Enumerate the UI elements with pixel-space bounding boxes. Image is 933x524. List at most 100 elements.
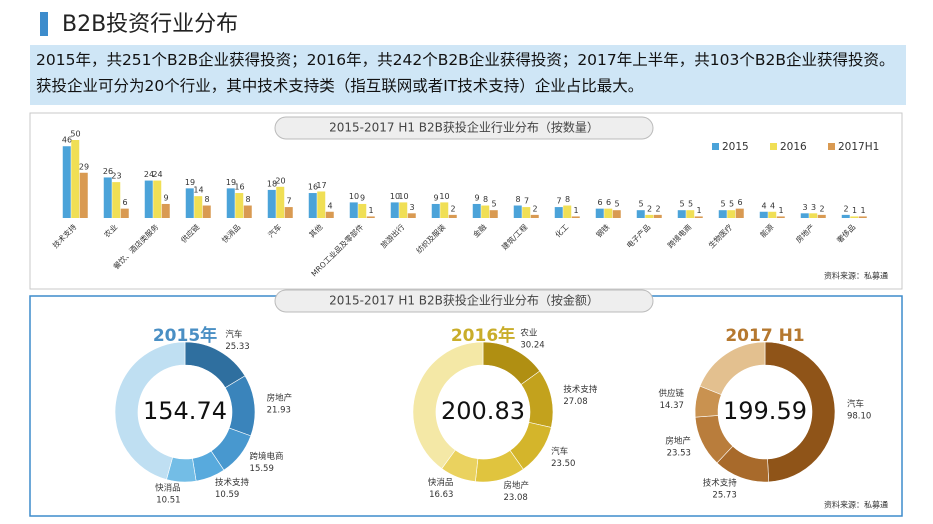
x-tick-label: 奢侈品	[834, 222, 857, 245]
segment-value: 25.73	[712, 490, 736, 500]
bar	[554, 207, 563, 218]
donut-hole	[138, 365, 232, 459]
bar	[349, 202, 358, 218]
data-label: 24	[152, 170, 162, 179]
bar	[226, 188, 235, 218]
x-tick-label: 电子产品	[624, 222, 652, 250]
bar	[308, 193, 317, 218]
x-tick-label: 农业	[102, 221, 120, 239]
bar	[235, 193, 244, 218]
bar	[858, 216, 867, 218]
bar	[243, 205, 252, 218]
bar	[595, 208, 604, 218]
bar	[653, 214, 662, 218]
bar	[194, 196, 203, 218]
data-label: 23	[111, 172, 121, 181]
data-label: 50	[70, 130, 80, 139]
donut-hole	[718, 365, 812, 459]
bar	[841, 214, 850, 218]
bar	[62, 146, 71, 218]
bar	[489, 210, 498, 218]
legend-swatch	[828, 143, 835, 150]
bar	[694, 216, 703, 218]
data-label: 2	[819, 204, 824, 213]
segment-value: 21.93	[267, 406, 291, 416]
data-label: 2	[843, 204, 848, 213]
segment-label: 房地产	[665, 436, 691, 447]
data-label: 5	[729, 200, 734, 209]
bar	[809, 213, 818, 218]
bar	[390, 202, 399, 218]
segment-label: 农业	[520, 328, 537, 339]
bar	[103, 177, 112, 218]
bar	[431, 203, 440, 218]
donut-total: 199.59	[723, 397, 807, 425]
bar	[481, 205, 490, 218]
segment-value: 15.59	[250, 464, 274, 474]
data-label: 8	[515, 195, 520, 204]
bar	[718, 210, 727, 218]
bar	[530, 214, 539, 218]
donut-title: 2017 H1	[725, 326, 804, 346]
segment-label: 汽车	[847, 398, 864, 409]
segment-value: 25.33	[225, 342, 249, 352]
data-label: 6	[597, 198, 602, 207]
donut-title: 2016年	[451, 325, 515, 346]
data-label: 5	[720, 200, 725, 209]
bar	[358, 203, 367, 218]
donut-hole	[436, 365, 530, 459]
data-label: 10	[390, 192, 400, 201]
segment-value: 16.63	[429, 490, 453, 500]
source: 资料来源：私募通	[824, 500, 888, 510]
data-label: 6	[122, 198, 127, 207]
data-label: 3	[802, 203, 807, 212]
bar	[677, 210, 686, 218]
source: 资料来源：私募通	[824, 271, 888, 281]
segment-label: 汽车	[551, 446, 568, 457]
data-label: 5	[638, 200, 643, 209]
bar	[727, 210, 736, 218]
data-label: 10	[439, 192, 449, 201]
data-label: 1	[860, 206, 865, 215]
bar	[800, 213, 809, 218]
data-label: 19	[226, 178, 236, 187]
data-label: 1	[852, 206, 857, 215]
bar	[112, 182, 121, 218]
bar	[276, 186, 285, 218]
segment-label: 房地产	[267, 393, 293, 404]
segment-value: 98.10	[847, 411, 871, 421]
data-label: 2	[655, 204, 660, 213]
segment-value: 27.08	[563, 397, 587, 407]
bar	[267, 189, 276, 218]
data-label: 7	[556, 197, 561, 206]
data-label: 6	[737, 198, 742, 207]
segment-value: 10.51	[156, 495, 180, 505]
summary: 2015年，共251个B2B企业获得投资；2016年，共242个B2B企业获得投…	[30, 45, 906, 105]
data-label: 46	[62, 136, 72, 145]
segment-label: 供应链	[658, 388, 684, 399]
bar	[399, 202, 408, 218]
segment-value: 10.59	[215, 490, 239, 500]
x-tick-label: 生物医疗	[706, 221, 735, 250]
data-label: 9	[474, 193, 479, 202]
data-label: 1	[573, 206, 578, 215]
segment-value: 23.53	[667, 449, 691, 459]
legend-label: 2017H1	[838, 141, 879, 153]
data-label: 19	[185, 178, 195, 187]
legend-swatch	[712, 143, 719, 150]
data-label: 16	[308, 183, 318, 192]
data-label: 5	[614, 200, 619, 209]
data-label: 6	[606, 198, 611, 207]
data-label: 7	[524, 197, 529, 206]
data-label: 9	[433, 193, 438, 202]
bar	[407, 213, 416, 218]
bar	[571, 216, 580, 218]
data-label: 7	[286, 197, 291, 206]
data-label: 1	[368, 206, 373, 215]
bar	[120, 208, 129, 218]
bar	[472, 203, 481, 218]
data-label: 2	[647, 204, 652, 213]
bar	[185, 188, 194, 218]
data-label: 1	[778, 206, 783, 215]
